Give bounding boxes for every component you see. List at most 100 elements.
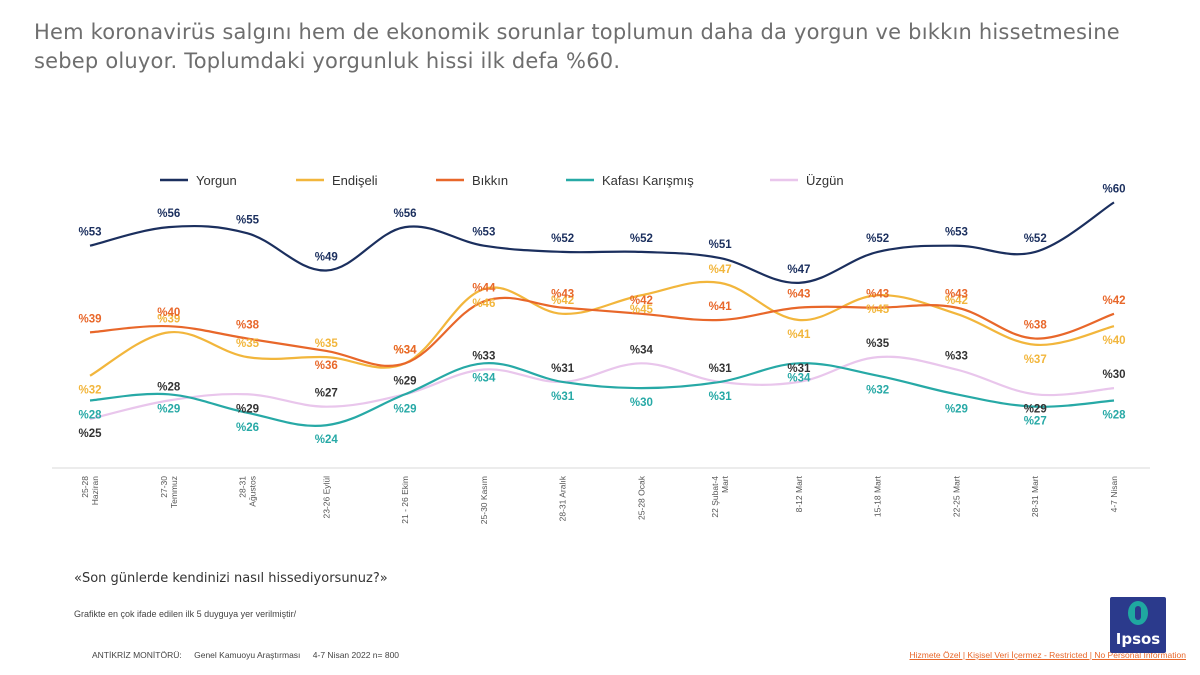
series-line-bikkin — [89, 296, 1115, 367]
data-label-uzgun-2: %28 — [157, 381, 181, 393]
data-label-yorgun-11: %52 — [866, 233, 889, 245]
data-label-kafasi-karismis-3: %26 — [236, 422, 259, 434]
data-label-uzgun-5: %29 — [394, 375, 417, 387]
x-tick-label-12: 22-25 Mart — [951, 475, 961, 517]
x-tick-line: Mart — [720, 475, 730, 493]
x-tick-label-3: 28-31 Ağustos — [238, 476, 258, 507]
footer-date: 4-7 Nisan 2022 n= 800 — [312, 650, 400, 660]
x-tick-line: 25-30 Kasım — [479, 476, 489, 524]
data-label-kafasi-karismis-10: %34 — [787, 372, 811, 384]
survey-question: «Son günlerde kendinizi nasıl hissediyor… — [74, 571, 388, 586]
x-tick-label-9: 22 Şubat-4 Mart — [710, 475, 730, 517]
feelings-line-chart: Yorgun Endişeli Bıkkın Kafası Karışmış Üzgün… — [52, 173, 1150, 524]
data-label-uzgun-12: %33 — [945, 351, 968, 363]
data-label-uzgun-8: %34 — [630, 344, 654, 356]
x-axis-labels: 25-28 Haziran 27-30 Temmuz 28-31 Ağustos 23-26… — [80, 475, 1119, 524]
data-label-endiseli-4: %35 — [315, 338, 339, 350]
x-tick-label-11: 15-18 Mart — [873, 475, 883, 517]
data-label-kafasi-karismis-5: %29 — [394, 403, 417, 415]
data-label-kafasi-karismis-1: %28 — [78, 409, 102, 421]
x-tick-line: 8-12 Mart — [794, 475, 804, 512]
data-label-endiseli-13: %37 — [1024, 354, 1047, 366]
data-label-uzgun-9: %31 — [709, 363, 733, 375]
data-label-endiseli-5: %34 — [394, 344, 418, 356]
ipsos-logo: Ipsos — [1110, 597, 1166, 653]
data-label-kafasi-karismis-7: %31 — [551, 391, 575, 403]
data-label-bikkin-14: %42 — [1102, 295, 1125, 307]
x-tick-line: 27-30 — [159, 476, 169, 498]
x-tick-label-13: 28-31 Mart — [1030, 475, 1040, 517]
footer-classification-link[interactable]: Hizmete Özel | Kişisel Veri İçermez - Re… — [909, 650, 1186, 660]
series-line-yorgun — [89, 201, 1115, 284]
x-tick-label-2: 27-30 Temmuz — [159, 476, 179, 508]
chart-note: Grafikte en çok ifade edilen ilk 5 duygu… — [74, 609, 297, 619]
x-tick-line: Ağustos — [248, 476, 258, 507]
x-tick-line: 28-31 Mart — [1030, 475, 1040, 517]
data-label-bikkin-5: %34 — [394, 344, 418, 356]
data-label-uzgun-6: %33 — [472, 351, 495, 363]
data-label-bikkin-9: %41 — [709, 301, 733, 313]
x-tick-line: 22-25 Mart — [951, 475, 961, 517]
x-tick-label-6: 25-30 Kasım — [479, 476, 489, 524]
footer-source: ANTİKRİZ MONİTÖRÜ: Genel Kamuoyu Araştır… — [92, 650, 409, 660]
x-tick-label-10: 8-12 Mart — [794, 475, 804, 512]
x-tick-line: Haziran — [90, 476, 100, 506]
x-tick-label-14: 4-7 Nisan — [1109, 476, 1119, 513]
data-label-yorgun-3: %55 — [236, 214, 260, 226]
data-label-endiseli-1: %32 — [78, 385, 101, 397]
x-tick-label-7: 28-31 Aralık — [558, 475, 568, 521]
data-label-endiseli-9: %47 — [709, 264, 732, 276]
x-tick-line: 15-18 Mart — [873, 475, 883, 517]
legend-label-bikkin: Bıkkın — [472, 173, 508, 188]
data-label-yorgun-14: %60 — [1102, 183, 1125, 195]
logo-text: Ipsos — [1115, 630, 1161, 648]
data-label-endiseli-10: %41 — [787, 329, 811, 341]
x-tick-line: 22 Şubat-4 — [710, 476, 720, 518]
x-tick-line: Temmuz — [169, 476, 179, 508]
data-label-bikkin-2: %40 — [157, 307, 180, 319]
page-title: Hem koronavirüs salgını hem de ekonomik … — [34, 20, 1120, 73]
data-label-yorgun-5: %56 — [394, 208, 417, 220]
data-label-bikkin-11: %43 — [866, 289, 889, 301]
series-lines — [89, 201, 1115, 427]
data-label-yorgun-9: %51 — [709, 239, 733, 251]
data-labels: %53 %56 %55 %49 %56 %53 %52 %52 %51 %47 %52 %53 %52%… — [78, 183, 1126, 446]
data-label-kafasi-karismis-2: %29 — [157, 403, 180, 415]
x-tick-line: 28-31 — [238, 476, 248, 498]
data-label-bikkin-4: %36 — [315, 360, 338, 372]
data-label-kafasi-karismis-8: %30 — [630, 397, 653, 409]
data-label-yorgun-12: %53 — [945, 227, 968, 239]
data-label-endiseli-3: %35 — [236, 338, 260, 350]
series-line-kafasi-karismis — [89, 362, 1115, 427]
data-label-endiseli-12: %42 — [945, 295, 968, 307]
data-label-yorgun-8: %52 — [630, 233, 653, 245]
data-label-uzgun-11: %35 — [866, 338, 890, 350]
data-label-kafasi-karismis-6: %34 — [472, 372, 496, 384]
data-label-yorgun-1: %53 — [78, 227, 101, 239]
legend-label-uzgun: Üzgün — [806, 173, 844, 188]
x-tick-line: 28-31 Aralık — [558, 475, 568, 521]
data-label-kafasi-karismis-14: %28 — [1102, 409, 1126, 421]
data-label-bikkin-10: %43 — [787, 289, 810, 301]
x-tick-line: 25-28 Ocak — [636, 475, 646, 520]
data-label-endiseli-6: %46 — [472, 298, 495, 310]
data-label-uzgun-14: %30 — [1102, 369, 1125, 381]
data-label-bikkin-6: %44 — [472, 282, 496, 294]
ipsos-bubble-icon — [1128, 601, 1148, 625]
x-tick-label-1: 25-28 Haziran — [80, 476, 100, 506]
data-label-yorgun-2: %56 — [157, 208, 180, 220]
x-tick-label-8: 25-28 Ocak — [636, 475, 646, 520]
data-label-uzgun-1: %25 — [78, 428, 102, 440]
data-label-bikkin-13: %38 — [1024, 320, 1048, 332]
footer-survey: Genel Kamuoyu Araştırması — [194, 650, 301, 660]
data-label-kafasi-karismis-9: %31 — [709, 391, 733, 403]
data-label-bikkin-7: %43 — [551, 289, 574, 301]
series-line-endiseli — [89, 280, 1115, 377]
data-label-bikkin-8: %42 — [630, 295, 653, 307]
data-label-bikkin-12: %43 — [945, 289, 968, 301]
data-label-kafasi-karismis-12: %29 — [945, 403, 968, 415]
x-tick-label-5: 21 - 26 Ekim — [400, 476, 410, 524]
data-label-bikkin-3: %38 — [236, 320, 260, 332]
x-tick-line: 23-26 Eylül — [321, 476, 331, 519]
chart-legend: Yorgun Endişeli Bıkkın Kafası Karışmış Üzgün — [160, 173, 844, 188]
